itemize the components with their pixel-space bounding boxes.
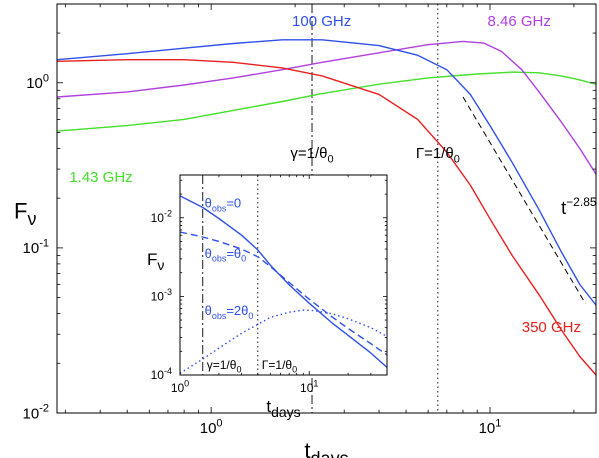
main-xtick-label: 100: [200, 417, 223, 437]
main-series-8-46-ghz-line: [57, 40, 596, 175]
main-ytick-label: 10-2: [23, 403, 49, 423]
inset-annotation-obs: θobs=θ0: [205, 246, 247, 264]
main-vline-label-1: Γ=1/θ0: [416, 145, 460, 166]
inset-plot: 100 101 10-4 10-3 10-2 tdays Fν γ=1/θ0 Γ=1/θ0 θob…: [147, 174, 388, 420]
inset-y-axis-label: Fν: [147, 250, 164, 273]
main-annotation-100-ghz: 100 GHz: [292, 13, 351, 30]
inset-frame: [179, 174, 388, 376]
inset-xtick-label: 100: [171, 379, 189, 395]
main-annotation-1-43-ghz: 1.43 GHz: [69, 169, 132, 186]
inset-xtick-label: 101: [300, 379, 318, 395]
main-frame: [56, 3, 597, 414]
inset-vline-label-1: Γ=1/θ0: [262, 358, 297, 375]
inset-annotation-obs-0: θobs=0: [205, 196, 242, 214]
inset-ytick-label: 10-4: [151, 366, 172, 382]
inset-plot-area: [180, 175, 387, 375]
inset-ytick-label: 10-2: [151, 209, 172, 225]
main-vline-label-0: γ=1/θ0: [290, 145, 333, 166]
inset-series-obs-0-line: [180, 231, 387, 356]
main-series-100-ghz-line: [57, 39, 596, 306]
main-annotation-350-ghz: 350 GHz: [522, 319, 581, 336]
main-series-1-43-ghz-line: [57, 71, 596, 132]
main-xtick-label: 101: [479, 417, 502, 437]
inset-ytick-label: 10-3: [151, 287, 172, 303]
main-ytick-label: 10-1: [23, 237, 49, 257]
inset-vline-label-0: γ=1/θ0: [207, 358, 242, 375]
main-annotation-8-46-ghz: 8.46 GHz: [488, 13, 551, 30]
main-annotation-t-2-85: t−2.85: [561, 195, 597, 218]
inset-annotation-obs-2: θobs=2θ0: [205, 303, 254, 321]
main-series-t-line: [462, 96, 586, 304]
main-ytick-label: 100: [26, 72, 49, 92]
main-x-axis-label: tdays: [304, 438, 348, 458]
inset-x-axis-label: tdays: [266, 397, 300, 420]
main-series-350-ghz-line: [57, 59, 596, 376]
inset-series-obs-2-0-line: [180, 309, 387, 374]
main-y-axis-label: Fν: [14, 199, 36, 230]
